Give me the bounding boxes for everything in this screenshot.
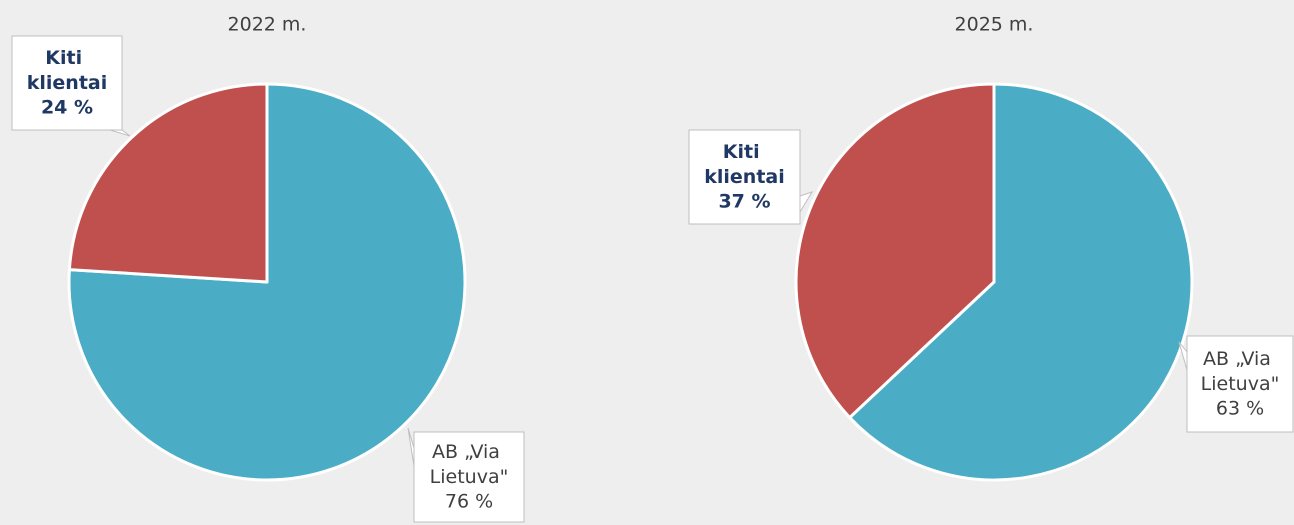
label-box-fill — [414, 432, 524, 522]
label-line: Lietuva" — [1201, 373, 1280, 395]
chart-title: 2022 m. — [228, 14, 307, 36]
value-label: 76 % — [445, 491, 493, 513]
label-line: Lietuva" — [430, 466, 509, 488]
label-box-fill — [689, 130, 800, 224]
label-line: klientai — [704, 166, 785, 188]
label-line: AB „Via — [432, 441, 506, 463]
label-pointer — [1178, 341, 1188, 371]
label-line: Kiti — [723, 141, 766, 163]
value-label: 37 % — [718, 191, 770, 213]
value-label: 63 % — [1216, 398, 1264, 420]
category-label: Kiti klientai — [704, 141, 785, 188]
label-box-fill — [1187, 336, 1293, 432]
pie-slice — [67, 82, 467, 482]
pie-slice — [794, 82, 996, 420]
label-pointer — [799, 191, 814, 214]
pie-slice — [848, 82, 1194, 482]
category-label: Kiti klientai — [27, 47, 108, 94]
pie-slice — [67, 82, 269, 284]
category-label: AB „Via Lietuva" — [1201, 348, 1280, 395]
value-label: 24 % — [41, 97, 93, 119]
label-line: klientai — [27, 72, 108, 94]
label-pointer — [407, 427, 415, 467]
category-label: AB „Via Lietuva" — [430, 441, 509, 488]
label-line: AB „Via — [1203, 348, 1277, 370]
chart-title: 2025 m. — [955, 14, 1034, 36]
label-box-fill — [12, 36, 122, 130]
label-pointer — [109, 129, 131, 137]
label-line: Kiti — [45, 47, 88, 69]
